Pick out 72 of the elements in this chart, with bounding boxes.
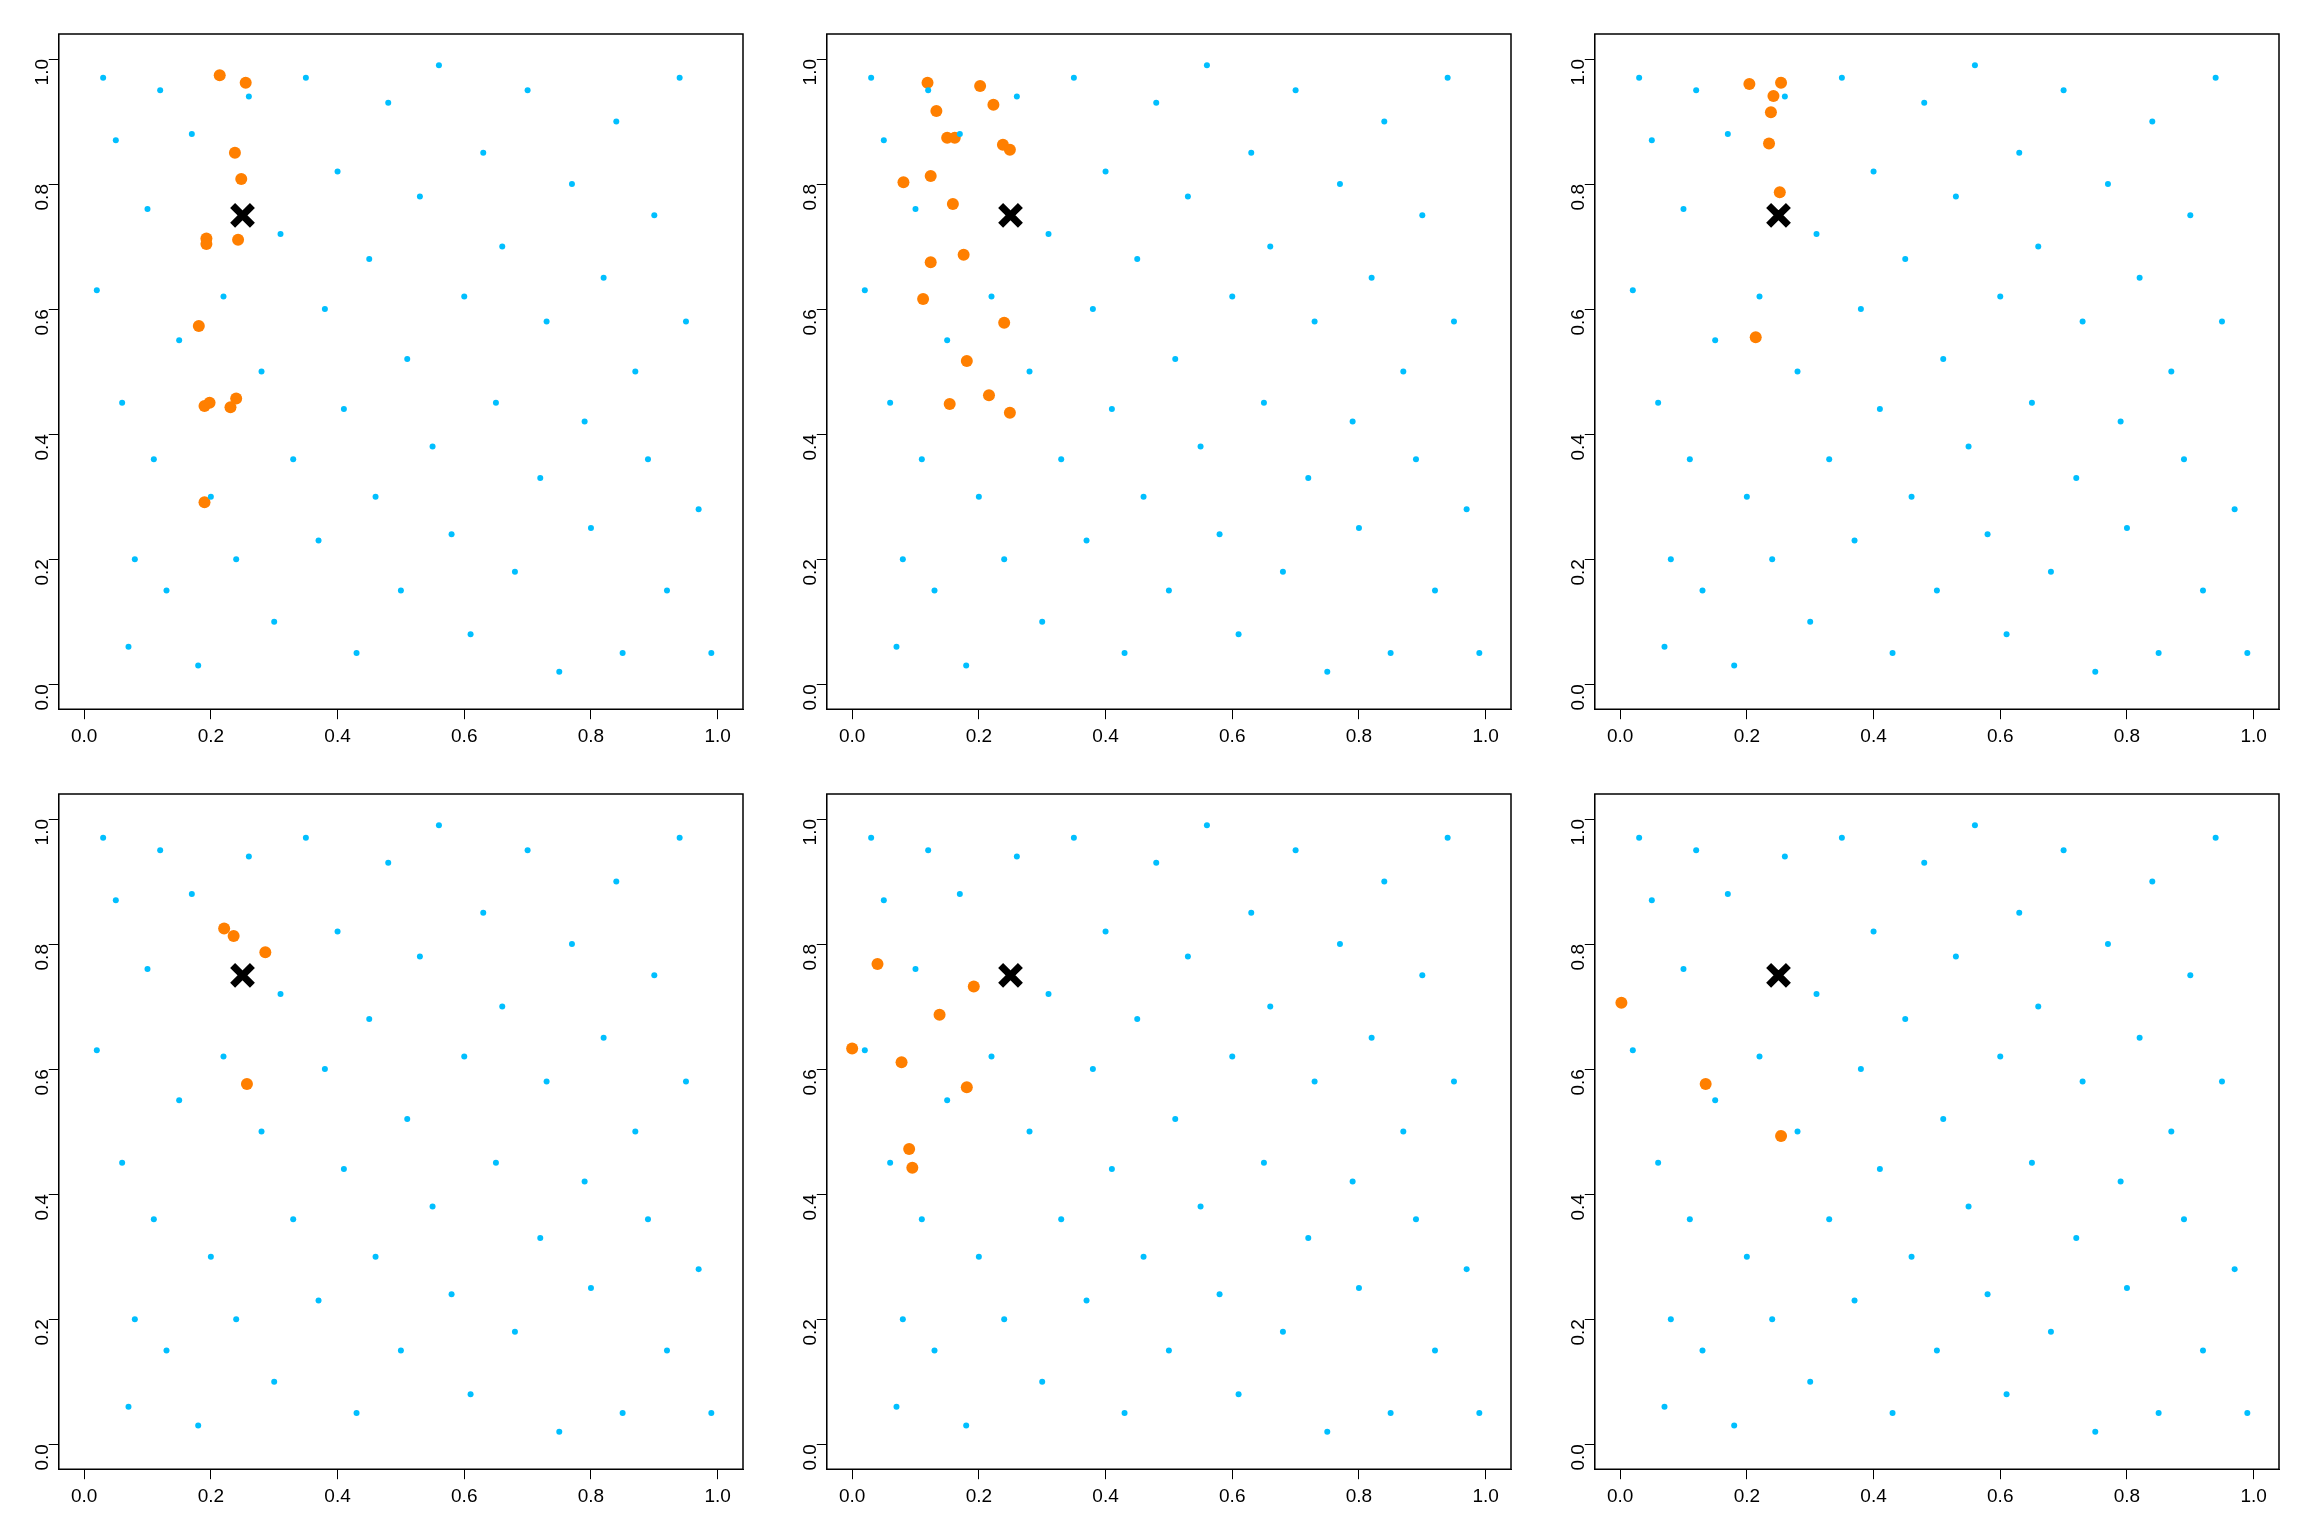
y-tick-label: 0.4 bbox=[799, 1193, 821, 1221]
y-tick-label: 0.0 bbox=[799, 684, 821, 711]
x-tick-label: 0.2 bbox=[197, 724, 225, 746]
x-tick-label: 0.4 bbox=[1092, 724, 1120, 746]
x-tick-label: 0.2 bbox=[1733, 724, 1761, 746]
y-tick-label: 1.0 bbox=[31, 819, 53, 846]
y-tick-label: 0.2 bbox=[31, 1319, 53, 1346]
y-tick-label: 0.4 bbox=[1567, 433, 1589, 461]
x-tick-label: 0.4 bbox=[1092, 1484, 1120, 1506]
y-tick-label: 0.0 bbox=[31, 1444, 53, 1471]
x-tick-label: 0.2 bbox=[965, 1484, 993, 1506]
x-tick-label: 0.8 bbox=[1345, 724, 1373, 746]
x-tick-label: 1.0 bbox=[1472, 724, 1499, 746]
y-tick-label: 0.2 bbox=[1567, 1319, 1589, 1346]
x-tick-label: 0.6 bbox=[451, 1484, 478, 1506]
x-tick-label: 1.0 bbox=[704, 724, 731, 746]
y-tick-label: 0.0 bbox=[1567, 684, 1589, 711]
x-tick-label: 0.6 bbox=[1219, 1484, 1246, 1506]
x-tick-label: 1.0 bbox=[704, 1484, 731, 1506]
x-tick-label: 0.6 bbox=[1219, 724, 1246, 746]
y-tick-label: 0.0 bbox=[799, 1444, 821, 1471]
x-tick-label: 0.6 bbox=[1987, 724, 2014, 746]
x-tick-label: 0.8 bbox=[1345, 1484, 1373, 1506]
y-tick-label: 0.8 bbox=[799, 184, 821, 211]
y-tick-label: 0.6 bbox=[31, 309, 53, 336]
x-tick-label: 0.2 bbox=[197, 1484, 225, 1506]
y-tick-label: 0.2 bbox=[799, 1319, 821, 1346]
x-tick-label: 0.2 bbox=[965, 724, 993, 746]
x-tick-label: 0.2 bbox=[1733, 1484, 1761, 1506]
x-tick-label: 0.8 bbox=[2113, 1484, 2141, 1506]
y-tick-label: 0.6 bbox=[1567, 309, 1589, 336]
x-tick-label: 0.8 bbox=[577, 1484, 605, 1506]
x-tick-label: 0.0 bbox=[838, 724, 866, 746]
x-tick-label: 0.4 bbox=[324, 724, 352, 746]
x-tick-label: 0.8 bbox=[577, 724, 605, 746]
x-tick-label: 0.6 bbox=[451, 724, 478, 746]
y-tick-label: 1.0 bbox=[1567, 59, 1589, 86]
y-tick-label: 0.8 bbox=[31, 184, 53, 211]
x-tick-label: 0.8 bbox=[2113, 724, 2141, 746]
x-tick-label: 1.0 bbox=[2240, 724, 2267, 746]
x-tick-label: 0.0 bbox=[70, 724, 98, 746]
y-tick-label: 0.4 bbox=[31, 433, 53, 461]
y-tick-label: 1.0 bbox=[799, 59, 821, 86]
y-tick-label: 0.8 bbox=[1567, 944, 1589, 971]
y-tick-label: 0.0 bbox=[31, 684, 53, 711]
y-tick-label: 0.8 bbox=[1567, 184, 1589, 211]
x-tick-label: 0.0 bbox=[1606, 724, 1634, 746]
y-tick-label: 0.8 bbox=[31, 944, 53, 971]
y-tick-label: 0.6 bbox=[1567, 1069, 1589, 1096]
x-tick-label: 0.4 bbox=[324, 1484, 352, 1506]
y-tick-label: 0.6 bbox=[799, 1069, 821, 1096]
y-tick-label: 0.6 bbox=[31, 1069, 53, 1096]
y-tick-label: 0.6 bbox=[799, 309, 821, 336]
y-tick-label: 1.0 bbox=[1567, 819, 1589, 846]
y-tick-label: 0.4 bbox=[799, 433, 821, 461]
y-tick-label: 1.0 bbox=[799, 819, 821, 846]
x-tick-label: 0.6 bbox=[1987, 1484, 2014, 1506]
x-tick-label: 1.0 bbox=[1472, 1484, 1499, 1506]
y-tick-label: 0.8 bbox=[799, 944, 821, 971]
y-tick-label: 0.2 bbox=[31, 559, 53, 586]
y-tick-label: 1.0 bbox=[31, 59, 53, 86]
y-tick-label: 0.2 bbox=[799, 559, 821, 586]
x-tick-label: 1.0 bbox=[2240, 1484, 2267, 1506]
x-tick-label: 0.4 bbox=[1860, 1484, 1888, 1506]
y-tick-label: 0.2 bbox=[1567, 559, 1589, 586]
x-tick-label: 0.0 bbox=[1606, 1484, 1634, 1506]
y-tick-label: 0.4 bbox=[31, 1193, 53, 1221]
y-tick-label: 0.0 bbox=[1567, 1444, 1589, 1471]
x-tick-label: 0.0 bbox=[70, 1484, 98, 1506]
y-tick-label: 0.4 bbox=[1567, 1193, 1589, 1221]
x-tick-label: 0.4 bbox=[1860, 724, 1888, 746]
x-tick-label: 0.0 bbox=[838, 1484, 866, 1506]
